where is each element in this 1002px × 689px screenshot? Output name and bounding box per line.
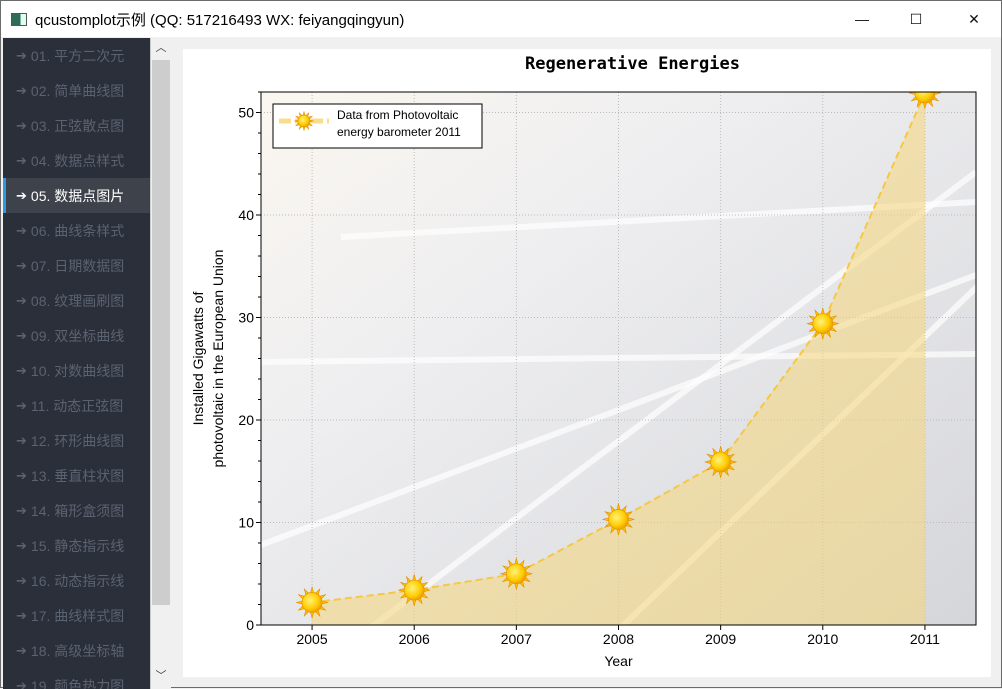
y-tick-label: 10	[238, 515, 254, 531]
sidebar-item-label: 06. 曲线条样式	[31, 221, 124, 241]
sidebar-item[interactable]: ➔04. 数据点样式	[3, 143, 150, 178]
sidebar-item[interactable]: ➔10. 对数曲线图	[3, 353, 150, 388]
chart-panel: 2005 2006 2007 2008 2009 2010 2011 0 10 20 30 40 50 R…	[183, 49, 991, 677]
sidebar-item-label: 13. 垂直柱状图	[31, 466, 124, 486]
arrow-right-icon: ➔	[16, 188, 27, 204]
arrow-right-icon: ➔	[16, 293, 27, 309]
arrow-right-icon: ➔	[16, 643, 27, 659]
y-axis-label: Installed Gigawatts of	[190, 291, 206, 425]
sidebar-item-label: 14. 箱形盒须图	[31, 501, 124, 521]
arrow-right-icon: ➔	[16, 363, 27, 379]
sidebar-item-label: 10. 对数曲线图	[31, 361, 124, 381]
scroll-thumb[interactable]	[152, 60, 170, 605]
sidebar-item[interactable]: ➔07. 日期数据图	[3, 248, 150, 283]
sidebar-item-label: 12. 环形曲线图	[31, 431, 124, 451]
sidebar-item-label: 19. 颜色热力图	[31, 676, 124, 689]
arrow-right-icon: ➔	[16, 433, 27, 449]
sidebar-item[interactable]: ➔05. 数据点图片	[3, 178, 150, 213]
y-tick-label: 0	[246, 617, 254, 633]
arrow-right-icon: ➔	[16, 468, 27, 484]
legend: Data from Photovoltaic energy barometer 2…	[273, 104, 482, 148]
sidebar-item-label: 08. 纹理画刷图	[31, 291, 124, 311]
sidebar-scrollbar[interactable]: ︿ ﹀	[150, 38, 171, 689]
minimize-button[interactable]: —	[839, 1, 885, 37]
arrow-right-icon: ➔	[16, 153, 27, 169]
arrow-right-icon: ➔	[16, 83, 27, 99]
x-tick-label: 2006	[399, 631, 430, 647]
arrow-right-icon: ➔	[16, 48, 27, 64]
close-button[interactable]: ✕	[951, 1, 997, 37]
title-bar: qcustomplot示例 (QQ: 517216493 WX: feiyang…	[1, 1, 1001, 37]
maximize-button[interactable]: ☐	[893, 1, 939, 37]
sidebar-item[interactable]: ➔02. 简单曲线图	[3, 73, 150, 108]
arrow-right-icon: ➔	[16, 258, 27, 274]
sidebar-item-label: 04. 数据点样式	[31, 151, 124, 171]
scroll-up-icon[interactable]: ︿	[151, 38, 171, 58]
sidebar-item-label: 18. 高级坐标轴	[31, 641, 124, 661]
sidebar-item[interactable]: ➔13. 垂直柱状图	[3, 458, 150, 493]
sidebar-item-label: 16. 动态指示线	[31, 571, 124, 591]
arrow-right-icon: ➔	[16, 608, 27, 624]
x-tick-label: 2009	[705, 631, 736, 647]
sidebar-item-label: 17. 曲线样式图	[31, 606, 124, 626]
chart: 2005 2006 2007 2008 2009 2010 2011 0 10 20 30 40 50 R…	[183, 49, 991, 677]
sidebar-item-label: 02. 简单曲线图	[31, 81, 124, 101]
y-tick-label: 50	[238, 105, 254, 121]
sidebar-item-label: 01. 平方二次元	[31, 46, 124, 66]
arrow-right-icon: ➔	[16, 573, 27, 589]
sidebar-item-label: 09. 双坐标曲线	[31, 326, 124, 346]
arrow-right-icon: ➔	[16, 223, 27, 239]
x-tick-label: 2005	[296, 631, 327, 647]
legend-label: energy barometer 2011	[337, 125, 461, 139]
x-tick-label: 2011	[910, 631, 940, 647]
sidebar-item[interactable]: ➔17. 曲线样式图	[3, 598, 150, 633]
scroll-down-icon[interactable]: ﹀	[151, 666, 171, 686]
sidebar-item-label: 03. 正弦散点图	[31, 116, 124, 136]
arrow-right-icon: ➔	[16, 503, 27, 519]
sidebar-item[interactable]: ➔18. 高级坐标轴	[3, 633, 150, 668]
sidebar-item[interactable]: ➔12. 环形曲线图	[3, 423, 150, 458]
arrow-right-icon: ➔	[16, 678, 27, 689]
chart-title: Regenerative Energies	[525, 54, 740, 74]
sidebar-item[interactable]: ➔15. 静态指示线	[3, 528, 150, 563]
sidebar-item[interactable]: ➔16. 动态指示线	[3, 563, 150, 598]
sidebar-item[interactable]: ➔01. 平方二次元	[3, 38, 150, 73]
arrow-right-icon: ➔	[16, 398, 27, 414]
sidebar-item[interactable]: ➔03. 正弦散点图	[3, 108, 150, 143]
arrow-right-icon: ➔	[16, 538, 27, 554]
x-axis-label: Year	[604, 653, 633, 669]
arrow-right-icon: ➔	[16, 118, 27, 134]
y-tick-label: 40	[238, 207, 254, 223]
y-tick-label: 30	[238, 310, 254, 326]
sidebar-item-label: 15. 静态指示线	[31, 536, 124, 556]
sidebar-item[interactable]: ➔09. 双坐标曲线	[3, 318, 150, 353]
sidebar-item[interactable]: ➔11. 动态正弦图	[3, 388, 150, 423]
sidebar-item-label: 05. 数据点图片	[31, 186, 124, 206]
sidebar-item-label: 07. 日期数据图	[31, 256, 124, 276]
y-axis-label: photovoltaic in the European Union	[210, 250, 226, 468]
sidebar-item[interactable]: ➔14. 箱形盒须图	[3, 493, 150, 528]
sidebar-item[interactable]: ➔ 19. 颜色热力图	[3, 668, 150, 689]
y-tick-label: 20	[238, 412, 254, 428]
legend-label: Data from Photovoltaic	[337, 108, 458, 122]
arrow-right-icon: ➔	[16, 328, 27, 344]
app-icon	[11, 13, 27, 26]
x-tick-label: 2010	[807, 631, 838, 647]
x-tick-label: 2008	[603, 631, 634, 647]
sidebar-item[interactable]: ➔08. 纹理画刷图	[3, 283, 150, 318]
sidebar-item[interactable]: ➔06. 曲线条样式	[3, 213, 150, 248]
x-tick-label: 2007	[501, 631, 532, 647]
window-title: qcustomplot示例 (QQ: 517216493 WX: feiyang…	[35, 9, 404, 30]
sidebar-item-label: 11. 动态正弦图	[31, 396, 123, 416]
sidebar-nav: ➔01. 平方二次元➔02. 简单曲线图➔03. 正弦散点图➔04. 数据点样式…	[3, 38, 150, 689]
